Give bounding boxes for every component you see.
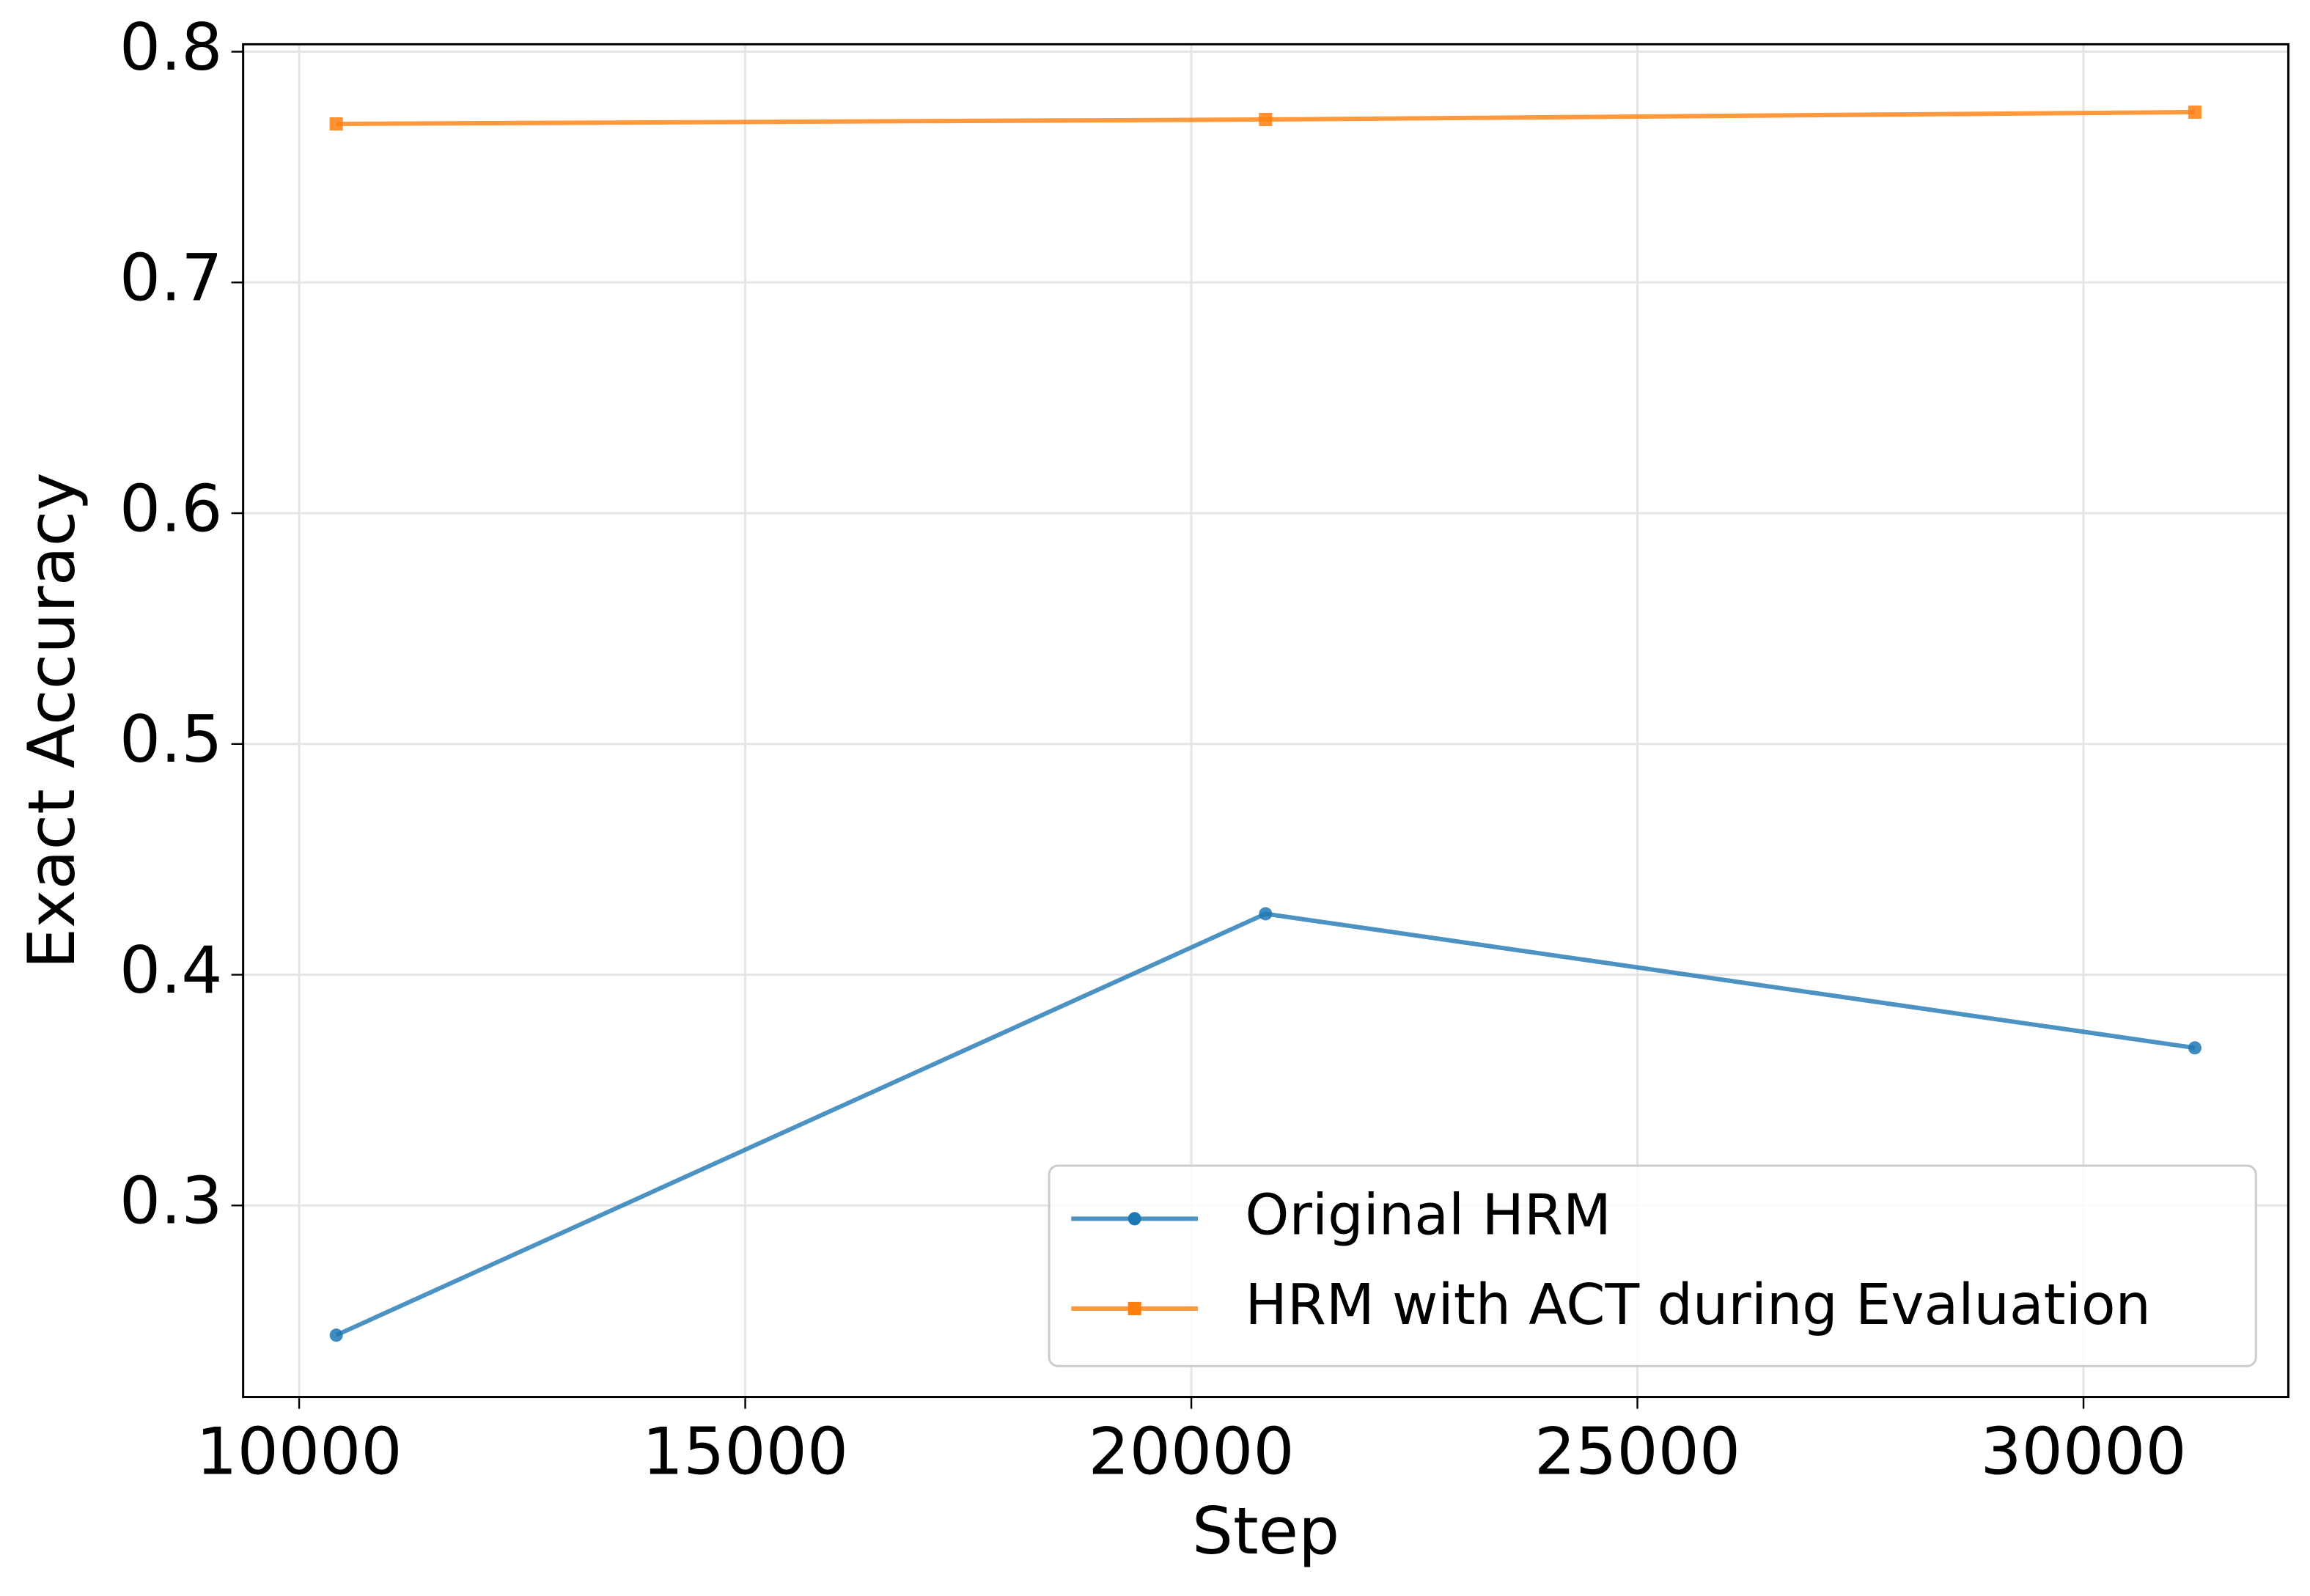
marker — [329, 1328, 343, 1342]
y-axis-label: Exact Accuracy — [14, 472, 89, 968]
x-tick-label: 20000 — [1088, 1413, 1294, 1489]
marker — [2188, 1041, 2202, 1055]
y-tick-label: 0.5 — [119, 702, 223, 777]
marker — [2188, 105, 2202, 119]
y-tick-label: 0.6 — [119, 471, 223, 546]
x-tick-label: 10000 — [196, 1413, 402, 1489]
legend-marker — [1128, 1301, 1141, 1315]
legend-box — [1048, 1164, 2257, 1367]
y-tick-label: 0.8 — [119, 10, 223, 85]
marker — [1259, 112, 1273, 127]
x-tick-label: 15000 — [642, 1413, 848, 1489]
marker — [329, 117, 343, 131]
x-axis-label: Step — [1192, 1493, 1339, 1569]
legend-label: Original HRM — [1245, 1183, 1611, 1248]
y-tick-label: 0.4 — [119, 933, 223, 1008]
y-tick-label: 0.7 — [119, 240, 223, 316]
x-tick-label: 30000 — [1980, 1413, 2186, 1489]
marker — [1259, 907, 1273, 921]
x-tick-label: 25000 — [1534, 1413, 1740, 1489]
legend-label: HRM with ACT during Evaluation — [1245, 1273, 2151, 1338]
y-tick-label: 0.3 — [119, 1163, 223, 1239]
legend-marker — [1128, 1212, 1141, 1226]
plot-frame — [242, 43, 2289, 1399]
